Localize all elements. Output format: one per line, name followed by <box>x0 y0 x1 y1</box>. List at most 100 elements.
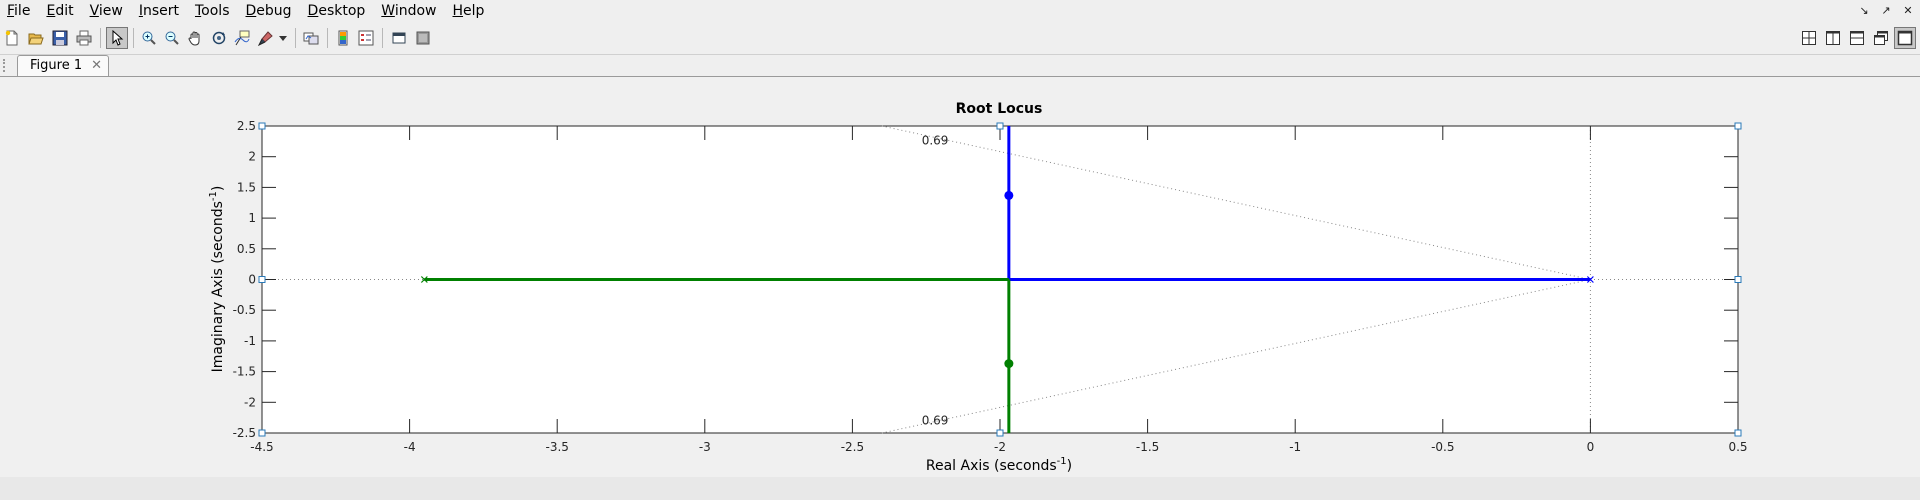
x-tick-label: -3 <box>699 440 711 454</box>
menu-mnemonic: D <box>245 3 257 19</box>
y-axis-label: Imaginary Axis (seconds-1) <box>208 186 226 373</box>
y-tick-label: -2 <box>244 395 256 409</box>
menu-mnemonic: I <box>138 3 143 19</box>
top-bottom-layout-icon[interactable] <box>1846 27 1868 49</box>
selection-handle[interactable] <box>1734 122 1742 130</box>
series-2-gain-marker[interactable] <box>1004 359 1014 369</box>
chart-title: Root Locus <box>956 101 1043 117</box>
new-figure-icon[interactable] <box>1 27 23 49</box>
x-axis-label: Real Axis (seconds-1) <box>926 456 1072 474</box>
menu-mnemonic: F <box>7 3 15 19</box>
save-icon[interactable] <box>49 27 71 49</box>
menu-desktop[interactable]: Desktop <box>300 0 374 22</box>
selection-handle[interactable] <box>258 276 266 283</box>
hide-plot-tools-icon[interactable] <box>388 27 410 49</box>
figure-status-band <box>0 477 1920 500</box>
print-icon[interactable] <box>73 27 95 49</box>
y-tick-label: -1 <box>244 334 256 348</box>
selection-handle[interactable] <box>996 429 1004 437</box>
selection-handle[interactable] <box>996 122 1004 130</box>
x-tick-label: 0.5 <box>1728 440 1747 454</box>
selection-handle[interactable] <box>1734 429 1742 437</box>
y-tick-label: 1.5 <box>237 180 256 194</box>
selection-handle[interactable] <box>258 122 266 130</box>
window-controls: ↘ ↗ ✕ <box>1856 0 1916 22</box>
y-tick-label: -2.5 <box>233 426 256 440</box>
series-1-gain-marker[interactable] <box>1004 190 1014 200</box>
left-right-layout-icon[interactable] <box>1822 27 1844 49</box>
open-file-icon[interactable] <box>25 27 47 49</box>
toolbar-separator <box>382 28 383 48</box>
y-tick-label: 2.5 <box>237 119 256 133</box>
root-locus-chart[interactable]: Root Locus 0.69 0.69 -4.5 -4 -3.5 -3 -2.5 -2 -1… <box>0 77 1920 477</box>
menu-label-rest: ebug <box>256 3 292 19</box>
menu-view[interactable]: View <box>82 0 131 22</box>
tab-label: Figure 1 <box>30 58 83 73</box>
series-1-pole-marker[interactable] <box>1586 276 1594 283</box>
y-tick-label: 1 <box>248 211 256 225</box>
tab-figure-1[interactable]: Figure 1 ✕ <box>17 55 109 76</box>
menu-label-rest: iew <box>98 3 123 19</box>
insert-legend-icon[interactable] <box>355 27 377 49</box>
menu-label-rest: esktop <box>318 3 366 19</box>
x-tick-label: 0 <box>1587 440 1595 454</box>
menu-insert[interactable]: Insert <box>131 0 187 22</box>
x-tick-label: -2.5 <box>841 440 864 454</box>
figure-toolbar <box>0 22 1920 55</box>
maximize-layout-icon[interactable] <box>1894 27 1916 49</box>
rotate-3d-icon[interactable] <box>208 27 230 49</box>
tab-grip-icon <box>3 59 7 72</box>
menu-window[interactable]: Window <box>373 0 444 22</box>
damping-label: 0.69 <box>922 134 949 148</box>
x-tick-label: -4.5 <box>250 440 273 454</box>
y-tick-label: 0 <box>248 273 256 287</box>
toolbar-separator <box>133 28 134 48</box>
menu-mnemonic: T <box>194 3 202 19</box>
menu-mnemonic: V <box>89 3 99 19</box>
edit-plot-icon[interactable] <box>106 27 128 49</box>
data-cursor-icon[interactable] <box>231 27 253 49</box>
menu-label-rest: ools <box>201 3 230 19</box>
figure-tab-strip: Figure 1 ✕ <box>0 55 1920 77</box>
x-tick-label: -1.5 <box>1136 440 1159 454</box>
y-tick-label: -0.5 <box>233 303 256 317</box>
menu-tools[interactable]: Tools <box>187 0 238 22</box>
menu-mnemonic: W <box>381 3 395 19</box>
menu-label-rest: indow <box>394 3 437 19</box>
x-tick-label: -3.5 <box>545 440 568 454</box>
menu-label-rest: ile <box>14 3 31 19</box>
menu-edit[interactable]: Edit <box>38 0 81 22</box>
x-tick-label: -1 <box>1289 440 1301 454</box>
zoom-out-icon[interactable] <box>161 27 183 49</box>
y-tick-label: -1.5 <box>233 365 256 379</box>
series-2-pole-marker[interactable] <box>420 276 428 283</box>
maximize-icon[interactable]: ↗ <box>1881 4 1891 17</box>
zoom-in-icon[interactable] <box>138 27 160 49</box>
x-tick-label: -4 <box>404 440 416 454</box>
selection-handle[interactable] <box>258 429 266 437</box>
tile-layout-icon[interactable] <box>1798 27 1820 49</box>
menu-mnemonic: E <box>46 3 56 19</box>
pan-icon[interactable] <box>184 27 206 49</box>
brush-dropdown-icon[interactable] <box>277 27 289 49</box>
menu-debug[interactable]: Debug <box>238 0 300 22</box>
close-icon[interactable]: ✕ <box>1903 4 1913 17</box>
toolbar-separator <box>100 28 101 48</box>
toolbar-separator <box>295 28 296 48</box>
undock-icon[interactable]: ↘ <box>1859 4 1869 17</box>
menu-bar: File Edit View Insert Tools Debug Desktop Windo… <box>0 0 1920 22</box>
brush-icon[interactable] <box>255 27 277 49</box>
float-layout-icon[interactable] <box>1870 27 1892 49</box>
show-plot-tools-icon[interactable] <box>412 27 434 49</box>
menu-mnemonic: D <box>307 3 319 19</box>
menu-mnemonic: H <box>452 3 464 19</box>
close-tab-icon[interactable]: ✕ <box>91 58 102 73</box>
link-plot-icon[interactable] <box>300 27 322 49</box>
insert-colorbar-icon[interactable] <box>332 27 354 49</box>
figure-canvas: Root Locus 0.69 0.69 -4.5 -4 -3.5 -3 -2.5 -2 -1… <box>0 77 1920 477</box>
menu-file[interactable]: File <box>0 0 38 22</box>
y-tick-label: 2 <box>248 150 256 164</box>
toolbar-separator <box>327 28 328 48</box>
menu-help[interactable]: Help <box>445 0 493 22</box>
selection-handle[interactable] <box>1734 276 1742 283</box>
